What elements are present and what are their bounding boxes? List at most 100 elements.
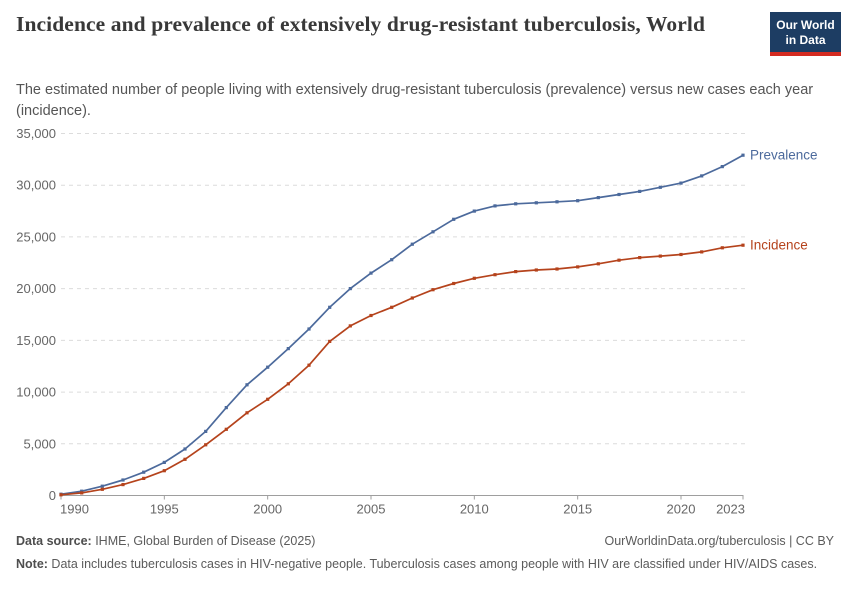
- incidence-point: [286, 382, 290, 386]
- y-tick-label: 20,000: [16, 281, 56, 296]
- prevalence-point: [286, 347, 290, 351]
- prevalence-point: [100, 484, 104, 488]
- incidence-point: [576, 265, 580, 269]
- incidence-point: [555, 267, 559, 271]
- incidence-point: [493, 273, 497, 277]
- incidence-point: [679, 252, 683, 257]
- attribution-link[interactable]: OurWorldinData.org/tuberculosis | CC BY: [604, 534, 835, 548]
- prevalence-point: [493, 204, 497, 208]
- y-tick-label: 10,000: [16, 385, 56, 400]
- note-text: Data includes tuberculosis cases in HIV-…: [47, 557, 818, 571]
- x-tick-label: 2000: [253, 502, 282, 517]
- incidence-point: [720, 246, 724, 250]
- incidence-point: [410, 296, 414, 300]
- prevalence-point: [328, 305, 332, 309]
- incidence-point: [472, 276, 476, 280]
- page-title: Incidence and prevalence of extensively …: [16, 12, 706, 36]
- prevalence-point: [679, 181, 683, 185]
- data-source: Data source: IHME, Global Burden of Dise…: [16, 532, 315, 551]
- prevalence-point: [224, 406, 228, 410]
- y-tick-label: 25,000: [16, 229, 56, 244]
- prevalence-point: [348, 287, 352, 291]
- prevalence-point: [410, 242, 414, 246]
- incidence-point: [204, 443, 208, 447]
- prevalence-point: [266, 365, 270, 369]
- incidence-point: [534, 268, 538, 272]
- prevalence-point: [369, 271, 373, 275]
- data-source-label: Data source:: [16, 534, 92, 548]
- prevalence-point: [720, 165, 724, 169]
- incidence-point: [245, 411, 249, 415]
- prevalence-point: [142, 470, 146, 474]
- prevalence-point: [162, 460, 166, 464]
- x-tick-label: 1990: [60, 502, 89, 517]
- x-tick-label: 1995: [150, 502, 179, 517]
- line-chart: 0 5,000 10,000 15,000 20,000 25,000 30,000 35,0…: [16, 126, 818, 517]
- y-tick-label: 0: [49, 488, 56, 503]
- y-tick-label: 5,000: [23, 436, 56, 451]
- incidence-point: [390, 305, 394, 309]
- note: Note: Data includes tuberculosis cases i…: [16, 555, 834, 574]
- incidence-point: [307, 363, 311, 367]
- x-tick-label: 2010: [460, 502, 489, 517]
- prevalence-point: [658, 185, 662, 189]
- x-tick-label: 2015: [563, 502, 592, 517]
- logo-line-2: in Data: [785, 33, 826, 47]
- y-tick-label: 15,000: [16, 333, 56, 348]
- incidence-point: [183, 457, 187, 461]
- incidence-point: [162, 469, 166, 473]
- prevalence-series-label: Prevalence: [750, 148, 818, 163]
- incidence-point: [80, 491, 84, 495]
- owid-logo[interactable]: Our World in Data: [770, 12, 841, 56]
- prevalence-point: [700, 174, 704, 178]
- incidence-line: [60, 244, 744, 496]
- logo-line-1: Our World: [776, 18, 835, 32]
- prevalence-point: [638, 189, 642, 193]
- prevalence-point: [431, 230, 435, 234]
- incidence-point: [700, 250, 704, 254]
- incidence-point: [596, 262, 600, 266]
- prevalence-point: [245, 383, 249, 387]
- y-tick-label: 30,000: [16, 178, 56, 193]
- incidence-point: [741, 243, 745, 247]
- data-source-text: IHME, Global Burden of Disease (2025): [91, 534, 316, 548]
- incidence-point: [266, 397, 270, 401]
- incidence-point: [514, 270, 518, 274]
- incidence-point: [142, 476, 146, 480]
- x-tick-label: 2005: [357, 502, 386, 517]
- x-tick-label: 2020: [667, 502, 696, 517]
- incidence-point: [452, 281, 456, 286]
- prevalence-point: [617, 192, 621, 197]
- incidence-point: [431, 288, 435, 292]
- incidence-point: [121, 483, 125, 487]
- incidence-point: [100, 487, 104, 491]
- prevalence-point: [596, 196, 600, 200]
- prevalence-point: [183, 447, 187, 451]
- prevalence-point: [555, 200, 559, 204]
- chart-footer: Data source: IHME, Global Burden of Dise…: [16, 532, 834, 574]
- prevalence-point: [452, 217, 456, 221]
- prevalence-line: [60, 154, 744, 496]
- chart-subtitle: The estimated number of people living wi…: [16, 82, 814, 119]
- incidence-point: [59, 493, 63, 497]
- x-tick-label: 2023: [716, 502, 745, 517]
- incidence-point: [224, 427, 228, 431]
- y-tick-label: 35,000: [16, 126, 56, 141]
- prevalence-point: [307, 327, 311, 331]
- incidence-point: [638, 256, 642, 260]
- incidence-point: [617, 258, 621, 262]
- prevalence-point: [204, 429, 208, 433]
- prevalence-point: [576, 199, 580, 203]
- prevalence-point: [514, 202, 518, 206]
- note-label: Note:: [16, 557, 48, 571]
- incidence-point: [369, 313, 373, 318]
- prevalence-point: [121, 478, 125, 482]
- incidence-point: [658, 254, 662, 258]
- prevalence-point: [390, 258, 394, 262]
- incidence-point: [348, 324, 352, 328]
- prevalence-point: [534, 201, 538, 205]
- prevalence-point: [741, 153, 745, 157]
- incidence-series-label: Incidence: [750, 238, 808, 253]
- prevalence-point: [80, 489, 84, 493]
